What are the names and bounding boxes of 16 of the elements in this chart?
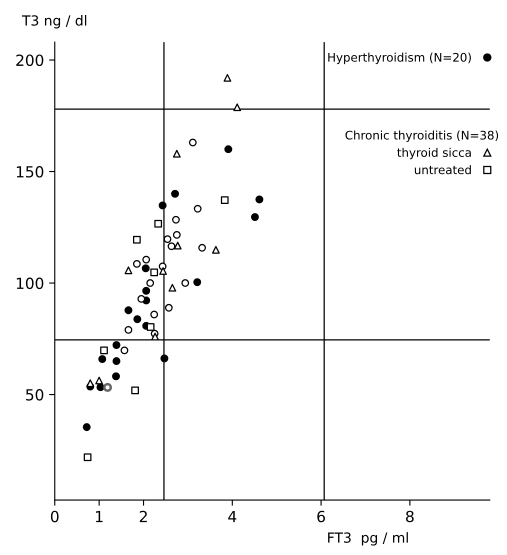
y-tick-label: 50 bbox=[26, 389, 44, 401]
x-tick-label: 0 bbox=[50, 510, 59, 522]
y-tick-label: 100 bbox=[16, 278, 44, 290]
legend-label: Hyperthyroidism (N=20) bbox=[328, 52, 471, 64]
legend-label: thyroid sicca bbox=[397, 148, 471, 160]
x-axis-title: FT3 pg / ml bbox=[328, 532, 408, 546]
y-tick-label: 200 bbox=[16, 54, 44, 66]
x-tick-label: 6 bbox=[317, 510, 325, 522]
x-tick-label: 8 bbox=[406, 510, 414, 522]
x-tick-label: 1 bbox=[96, 510, 103, 522]
x-tick-label: 4 bbox=[228, 510, 236, 522]
legend-title: Chronic thyroiditis (N=38) bbox=[345, 130, 498, 142]
x-tick-label: 2 bbox=[140, 510, 147, 522]
y-axis-title: T3 ng / dl bbox=[22, 15, 86, 28]
legend-label: untreated bbox=[414, 165, 471, 174]
y-tick-label: 150 bbox=[16, 166, 44, 178]
